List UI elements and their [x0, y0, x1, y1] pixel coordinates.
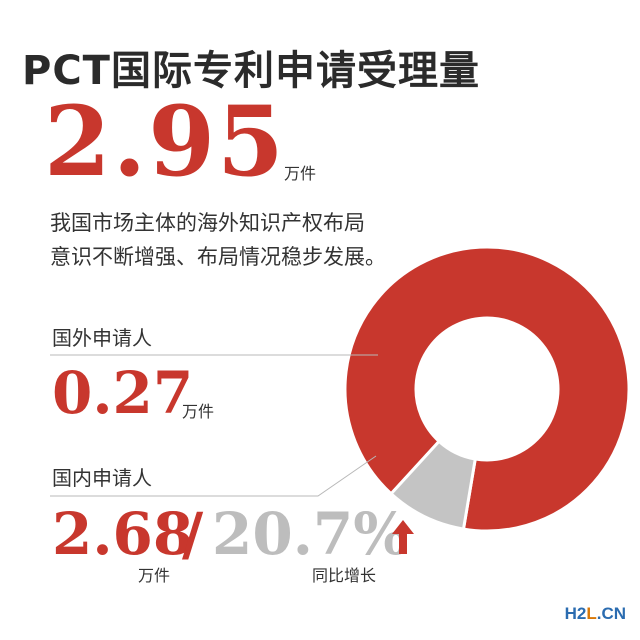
description: 我国市场主体的海外知识产权布局 意识不断增强、布局情况稳步发展。 — [50, 206, 386, 274]
watermark-h2: H2 — [564, 604, 587, 623]
domestic-leader-line — [50, 455, 377, 497]
growth-label: 同比增长 — [312, 566, 377, 585]
donut-slices — [343, 245, 631, 533]
watermark-l: L — [586, 604, 597, 623]
domestic-label: 国内申请人 — [52, 466, 152, 490]
domestic-unit: 万件 — [138, 566, 171, 585]
total-unit: 万件 — [284, 164, 317, 183]
domestic-value: 2.68 — [52, 500, 194, 568]
foreign-value: 0.27 — [52, 359, 194, 427]
up-arrow-icon — [392, 520, 414, 554]
growth-value: 20.7% — [212, 500, 409, 568]
watermark-cn: .CN — [596, 604, 626, 623]
donut-slice-domestic — [343, 245, 631, 533]
description-line-1: 我国市场主体的海外知识产权布局 — [50, 211, 365, 235]
watermark-logo: H2L.CN — [565, 604, 626, 624]
donut-slice-foreign — [388, 439, 477, 531]
foreign-label: 国外申请人 — [52, 326, 152, 350]
page-title: PCT国际专利申请受理量 — [22, 48, 480, 94]
value-separator: / — [182, 500, 204, 568]
description-line-2: 意识不断增强、布局情况稳步发展。 — [50, 245, 386, 269]
total-value: 2.95 — [44, 85, 286, 198]
foreign-unit: 万件 — [182, 402, 215, 421]
